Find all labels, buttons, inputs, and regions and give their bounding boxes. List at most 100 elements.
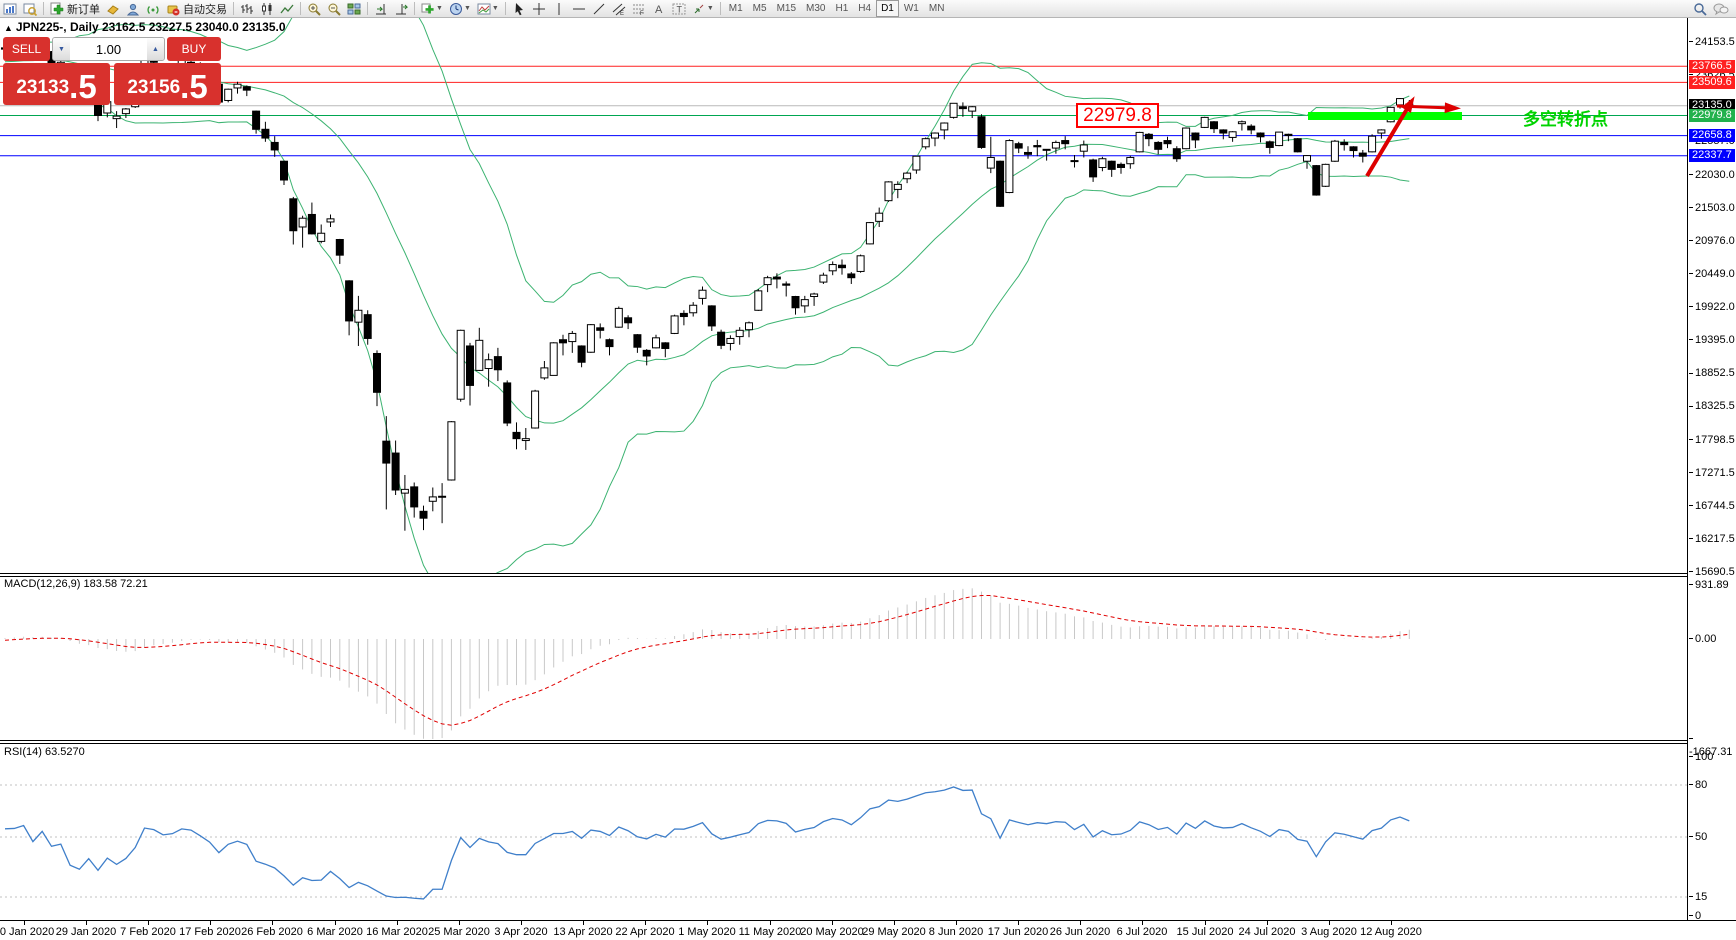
dropdown-caret: ▼ bbox=[706, 5, 714, 12]
macd-axis-tick: -1667.31 bbox=[1689, 733, 1736, 758]
date-axis-label: 26 Jun 2020 bbox=[1049, 926, 1111, 938]
date-axis-tick bbox=[24, 921, 25, 925]
arrows-tool-button[interactable]: ▼ bbox=[689, 1, 717, 17]
search-icon[interactable] bbox=[1690, 1, 1710, 17]
price-axis-tick: 16217.5 bbox=[1689, 533, 1736, 546]
trendline-tool-icon[interactable] bbox=[589, 1, 609, 17]
toolbar-separator bbox=[719, 2, 721, 15]
volume-increase-button[interactable]: ▲ bbox=[147, 38, 164, 60]
horizontal-line-tool-icon[interactable] bbox=[569, 1, 589, 17]
dropdown-caret: ▼ bbox=[436, 5, 443, 12]
equidistant-channel-tool-icon[interactable]: E bbox=[609, 1, 629, 17]
date-axis-tick bbox=[397, 921, 398, 925]
date-axis-tick bbox=[832, 921, 833, 925]
date-axis-label: 8 Jun 2020 bbox=[928, 926, 984, 938]
collapse-panel-icon[interactable]: ▲ bbox=[4, 23, 13, 33]
timeframe-button-mn[interactable]: MN bbox=[928, 3, 945, 14]
toolbar: 新订单 自动交易 ▼ ▼ ▼ E F A T ▼ M bbox=[0, 0, 1736, 18]
timeframe-button-m15[interactable]: M15 bbox=[776, 3, 797, 14]
line-chart-mode-icon[interactable] bbox=[277, 1, 297, 17]
date-axis-label: 6 Jul 2020 bbox=[1116, 926, 1168, 938]
auto-scroll-icon[interactable] bbox=[371, 1, 391, 17]
rsi-axis-tick: 0 bbox=[1689, 910, 1736, 923]
date-axis-label: 15 Jul 2020 bbox=[1176, 926, 1234, 938]
date-axis-tick bbox=[956, 921, 957, 925]
period-clock-button[interactable]: ▼ bbox=[446, 1, 474, 17]
profiles-icon[interactable] bbox=[20, 1, 40, 17]
price-axis-tick: 16744.5 bbox=[1689, 500, 1736, 513]
price-axis-tick: 15690.5 bbox=[1689, 566, 1736, 579]
price-axis[interactable]: 24153.523626.522557.022030.021503.020976… bbox=[1689, 18, 1736, 923]
date-axis-label: 17 Jun 2020 bbox=[987, 926, 1049, 938]
timeframe-button-m5[interactable]: M5 bbox=[752, 3, 767, 14]
signals-icon[interactable] bbox=[143, 1, 163, 17]
timeframe-button-w1[interactable]: W1 bbox=[903, 3, 919, 14]
date-axis-tick bbox=[459, 921, 460, 925]
date-axis-tick bbox=[1080, 921, 1081, 925]
timeframe-button-h1[interactable]: H1 bbox=[835, 3, 849, 14]
price-axis-tick: 24153.5 bbox=[1689, 36, 1736, 49]
date-axis-label: 13 Apr 2020 bbox=[553, 926, 613, 938]
cursor-tool-icon[interactable] bbox=[509, 1, 529, 17]
buy-price-display[interactable]: 23156.5 bbox=[114, 63, 221, 105]
metaeditor-icon[interactable] bbox=[103, 1, 123, 17]
autotrading-button[interactable]: 自动交易 bbox=[163, 1, 230, 17]
dropdown-caret: ▼ bbox=[463, 5, 471, 12]
sell-price-display[interactable]: 23133.5 bbox=[3, 63, 110, 105]
price-axis-tick: 22030.0 bbox=[1689, 169, 1736, 182]
buy-price-big-digits: .5 bbox=[180, 68, 208, 105]
candlestick-mode-icon[interactable] bbox=[257, 1, 277, 17]
volume-value[interactable]: 1.00 bbox=[70, 38, 147, 60]
price-callout-box[interactable]: 22979.8 bbox=[1076, 103, 1159, 128]
date-axis-label: 26 Feb 2020 bbox=[241, 926, 303, 938]
toolbar-separator bbox=[414, 2, 415, 15]
tile-windows-icon[interactable] bbox=[344, 1, 364, 17]
zoom-in-icon[interactable] bbox=[304, 1, 324, 17]
rsi-axis-tick: 100 bbox=[1689, 751, 1736, 764]
template-button[interactable]: ▼ bbox=[474, 1, 502, 17]
date-axis-tick bbox=[645, 921, 646, 925]
text-label-tool-icon[interactable]: T bbox=[669, 1, 689, 17]
timeframe-button-d1[interactable]: D1 bbox=[876, 0, 899, 17]
price-chart-canvas[interactable] bbox=[0, 18, 1688, 920]
buy-button[interactable]: BUY bbox=[167, 37, 221, 61]
zoom-out-icon[interactable] bbox=[324, 1, 344, 17]
timeframe-button-m1[interactable]: M1 bbox=[728, 3, 743, 14]
price-level-label: 22979.8 bbox=[1689, 109, 1735, 123]
timeframe-toolbar: M1 M5 M15 M30 H1 H4 D1 W1 MN bbox=[724, 0, 950, 17]
timeframe-button-h4[interactable]: H4 bbox=[858, 3, 872, 14]
chart-shift-icon[interactable] bbox=[391, 1, 411, 17]
turning-point-note[interactable]: 多空转折点 bbox=[1523, 110, 1608, 129]
svg-text:A: A bbox=[655, 4, 663, 16]
macd-axis-tick: 0.00 bbox=[1689, 633, 1736, 646]
toolbar-separator bbox=[504, 2, 506, 15]
buy-price-main: 23156 bbox=[127, 77, 181, 98]
timeframe-button-m30[interactable]: M30 bbox=[806, 3, 826, 14]
sell-button[interactable]: SELL bbox=[3, 37, 50, 61]
date-axis-label: 24 Jul 2020 bbox=[1238, 926, 1296, 938]
new-order-button[interactable]: 新订单 bbox=[47, 1, 103, 17]
chat-icon[interactable] bbox=[1710, 1, 1732, 17]
sell-price-main: 23133 bbox=[16, 77, 70, 98]
volume-decrease-button[interactable]: ▼ bbox=[53, 38, 70, 60]
svg-text:E: E bbox=[620, 11, 624, 16]
toolbar-separator bbox=[233, 2, 234, 15]
date-axis-label: 29 May 2020 bbox=[862, 926, 926, 938]
chart-list-icon[interactable] bbox=[0, 1, 20, 17]
ohlc-values: 23162.5 23227.5 23040.0 23135.0 bbox=[101, 20, 286, 34]
price-axis-tick: 17271.5 bbox=[1689, 467, 1736, 480]
svg-text:T: T bbox=[676, 4, 682, 14]
add-indicator-button[interactable]: ▼ bbox=[418, 1, 446, 17]
market-icon[interactable] bbox=[123, 1, 143, 17]
vertical-line-tool-icon[interactable] bbox=[549, 1, 569, 17]
chart-ohlc-title: ▲ JPN225-, Daily 23162.5 23227.5 23040.0 … bbox=[4, 20, 286, 34]
text-tool-icon[interactable]: A bbox=[649, 1, 669, 17]
bar-chart-mode-icon[interactable] bbox=[237, 1, 257, 17]
fibonacci-tool-icon[interactable]: F bbox=[629, 1, 649, 17]
date-axis-label: 3 Apr 2020 bbox=[494, 926, 548, 938]
date-axis-tick bbox=[86, 921, 87, 925]
date-axis-label: 7 Feb 2020 bbox=[120, 926, 176, 938]
crosshair-tool-icon[interactable] bbox=[529, 1, 549, 17]
